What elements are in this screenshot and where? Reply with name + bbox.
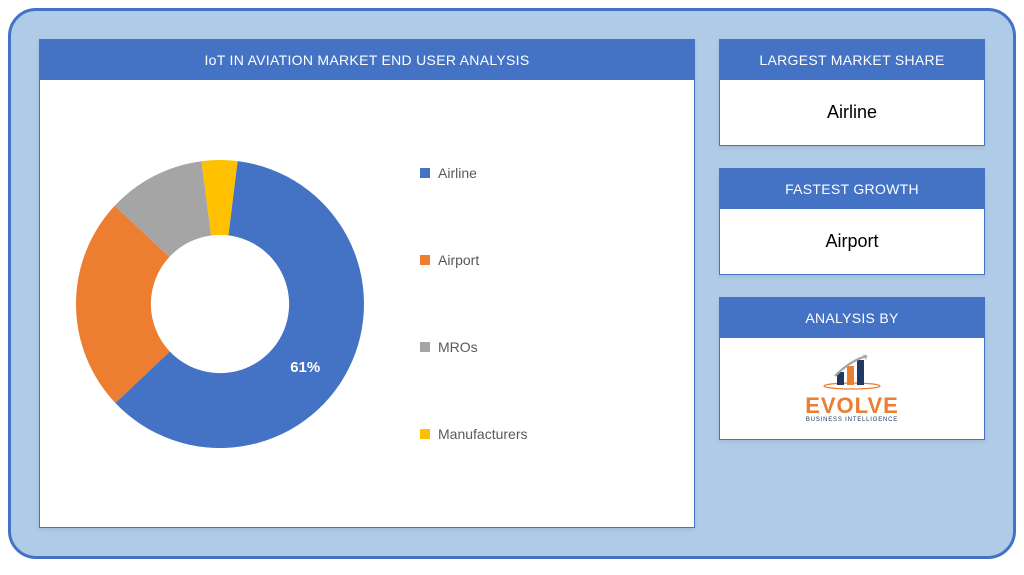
legend-swatch [420,429,430,439]
side-column: LARGEST MARKET SHARE Airline FASTEST GRO… [719,39,985,528]
legend-label: MROs [438,339,478,355]
brand-name: EVOLVE [730,393,974,419]
chart-legend: Airline Airport MROs Manufacturers [380,100,674,507]
brand-tagline: BUSINESS INTELLIGENCE [730,417,974,423]
legend-label: Manufacturers [438,426,527,442]
legend-swatch [420,255,430,265]
legend-label: Airline [438,165,477,181]
chart-card: IoT IN AVIATION MARKET END USER ANALYSIS… [39,39,695,528]
legend-swatch [420,168,430,178]
slice-percent-label: 61% [290,359,320,376]
fastest-growth-value: Airport [720,209,984,274]
legend-item: MROs [420,339,664,355]
market-share-header: LARGEST MARKET SHARE [720,40,984,80]
legend-label: Airport [438,252,479,268]
dashboard-panel: IoT IN AVIATION MARKET END USER ANALYSIS… [8,8,1016,559]
market-share-value: Airline [720,80,984,145]
analysis-by-header: ANALYSIS BY [720,298,984,338]
legend-item: Airline [420,165,664,181]
fastest-growth-card: FASTEST GROWTH Airport [719,168,985,275]
legend-item: Airport [420,252,664,268]
donut-chart: 61% [60,144,380,464]
market-share-card: LARGEST MARKET SHARE Airline [719,39,985,146]
chart-body: 61% Airline Airport MROs Manufacturers [40,80,694,527]
evolve-logo-icon [817,350,887,390]
brand-logo: EVOLVE BUSINESS INTELLIGENCE [720,338,984,439]
legend-item: Manufacturers [420,426,664,442]
chart-title: IoT IN AVIATION MARKET END USER ANALYSIS [40,40,694,80]
fastest-growth-header: FASTEST GROWTH [720,169,984,209]
analysis-by-card: ANALYSIS BY EVOLVE BUSINESS INTELLIGENCE [719,297,985,440]
legend-swatch [420,342,430,352]
